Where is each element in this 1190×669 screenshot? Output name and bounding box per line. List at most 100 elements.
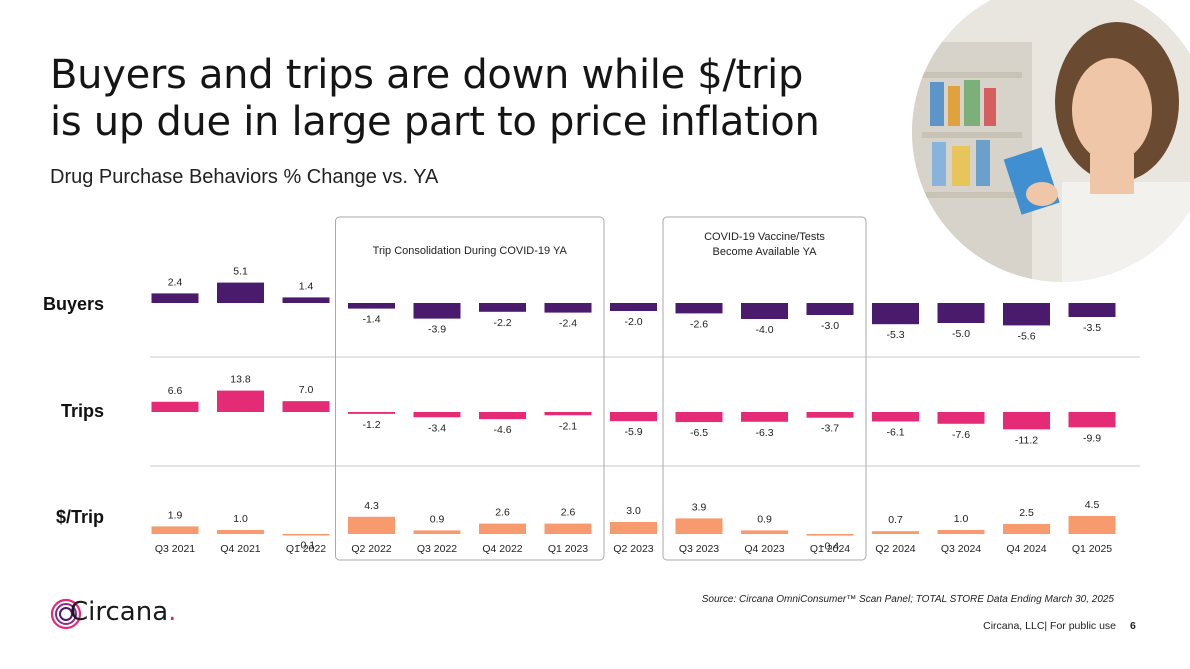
bar [479, 303, 526, 312]
bar [413, 303, 461, 319]
x-tick-label: Q4 2024 [1006, 543, 1046, 555]
bar [937, 303, 985, 323]
bar [413, 530, 461, 534]
bar [151, 526, 199, 534]
data-label: 3.9 [692, 501, 707, 513]
bar [282, 401, 330, 412]
vaccine-period-box [662, 216, 867, 561]
data-label: -0.4 [821, 541, 839, 553]
series-label: Trips [61, 401, 104, 421]
bar [872, 303, 919, 325]
data-label: -7.6 [952, 429, 970, 441]
data-label: -5.9 [624, 426, 642, 438]
data-label: -5.0 [952, 328, 970, 340]
source-note: Source: Circana OmniConsumer™ Scan Panel… [701, 594, 1114, 605]
x-tick-label: Q4 2022 [482, 543, 522, 555]
data-label: 2.5 [1019, 507, 1034, 519]
data-label: -3.4 [428, 422, 446, 434]
data-label: 1.9 [168, 509, 183, 521]
x-tick-label: Q4 2021 [220, 543, 260, 555]
annotation-label: COVID-19 Vaccine/Tests [704, 231, 825, 243]
series-label: $/Trip [56, 507, 104, 527]
annotation-label: Trip Consolidation During COVID-19 YA [373, 245, 568, 257]
data-label: -3.5 [1083, 322, 1101, 334]
annotation-label: Become Available YA [713, 246, 818, 258]
x-tick-label: Q2 2024 [875, 543, 915, 555]
data-label: -2.2 [493, 317, 511, 329]
x-tick-label: Q3 2021 [155, 543, 195, 555]
data-label: -1.2 [362, 419, 380, 431]
bar [872, 412, 919, 422]
data-label: -3.0 [821, 320, 839, 332]
page-number: 6 [1130, 620, 1136, 632]
data-label: -2.6 [690, 318, 708, 330]
footer-text: Circana, LLC| For public use [983, 620, 1116, 632]
bar [741, 412, 788, 422]
x-tick-label: Q1 2025 [1072, 543, 1112, 555]
data-label: -2.0 [624, 316, 642, 328]
data-label: 4.3 [364, 500, 379, 512]
bar [1068, 412, 1116, 428]
bar [1068, 516, 1116, 534]
bar [348, 303, 395, 309]
data-label: 2.6 [561, 507, 576, 519]
x-tick-label: Q4 2023 [744, 543, 784, 555]
data-label: 4.5 [1085, 499, 1100, 511]
bar [282, 534, 330, 536]
bar [217, 282, 264, 303]
bar [610, 522, 657, 534]
data-label: -6.5 [690, 427, 708, 439]
title-line-1: Buyers and trips are down while $/trip [50, 52, 804, 98]
data-label: 13.8 [230, 374, 251, 386]
bar [413, 412, 461, 418]
title-line-2: is up due in large part to price inflati… [50, 99, 820, 145]
x-tick-label: Q1 2024 [810, 543, 850, 555]
bar [1003, 524, 1050, 534]
data-label: -11.2 [1015, 434, 1038, 446]
bar [1003, 303, 1050, 326]
bar [806, 303, 854, 315]
data-label: -9.9 [1083, 432, 1101, 444]
bar [610, 412, 657, 422]
covid-consolidation-box [335, 216, 605, 561]
x-tick-label: Q3 2024 [941, 543, 981, 555]
data-label: 0.7 [888, 514, 903, 526]
data-label: -5.3 [886, 329, 904, 341]
data-label: 7.0 [299, 384, 314, 396]
data-label: -2.4 [559, 318, 577, 330]
bar [217, 530, 264, 534]
bar [1068, 303, 1116, 317]
bar [741, 530, 788, 534]
data-label: -3.9 [428, 324, 446, 336]
data-label: -6.1 [886, 426, 904, 438]
bar [1003, 412, 1050, 430]
bar [610, 303, 657, 311]
data-label: -0.1 [297, 539, 315, 551]
data-label: -3.7 [821, 423, 839, 435]
bar [806, 412, 854, 418]
data-label: 5.1 [233, 266, 248, 278]
logo-name: Circana [70, 597, 169, 627]
bar [479, 523, 526, 534]
data-label: -6.3 [755, 427, 773, 439]
data-label: 0.9 [757, 513, 772, 525]
bar [479, 412, 526, 420]
bar [675, 303, 723, 314]
data-label: -4.6 [493, 424, 511, 436]
data-label: 2.4 [168, 276, 183, 288]
data-label: -5.6 [1017, 330, 1035, 342]
shopper-photo [912, 0, 1190, 282]
x-tick-label: Q3 2022 [417, 543, 457, 555]
bar [151, 401, 199, 412]
data-label: -2.1 [559, 420, 577, 432]
bar [348, 412, 395, 414]
series-label: Buyers [43, 294, 104, 314]
bar [282, 297, 330, 303]
x-tick-label: Q1 2023 [548, 543, 588, 555]
data-label: 3.0 [626, 505, 641, 517]
bar [741, 303, 788, 319]
data-label: 6.6 [168, 385, 183, 397]
data-label: -4.0 [755, 324, 773, 336]
bar [544, 523, 592, 534]
